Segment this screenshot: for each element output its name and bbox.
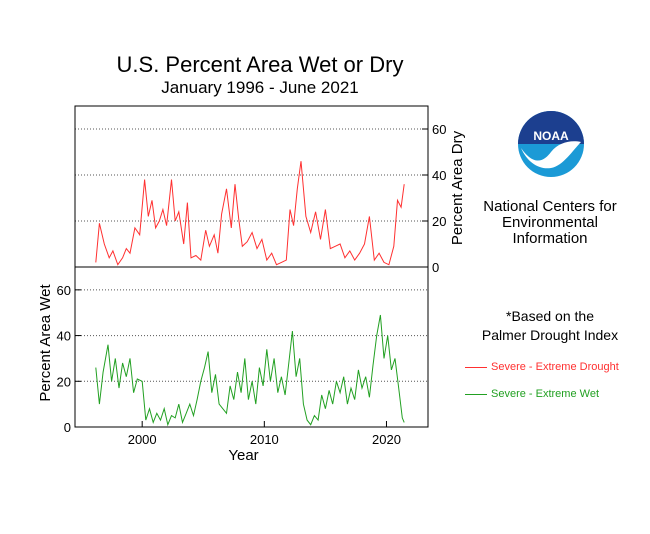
note-line-2: Palmer Drought Index [481, 327, 619, 343]
dry-ylabel: Percent Area Dry [449, 130, 466, 245]
chart-title: U.S. Percent Area Wet or Dry [116, 52, 404, 77]
dry-ytick-label: 40 [432, 168, 446, 183]
wet-plot-frame [74, 266, 429, 428]
dry-ytick-label: 20 [432, 214, 446, 229]
dry-series-line [95, 161, 405, 266]
agency-line-1: National Centers for [483, 198, 617, 215]
legend-label-wet: Severe - Extreme Wet [491, 388, 599, 400]
legend-swatch-drought [465, 366, 487, 368]
wet-ytick-label: 40 [57, 329, 71, 344]
wet-ylabel: Percent Area Wet [37, 284, 54, 402]
wet-ytick-label: 20 [57, 374, 71, 389]
agency-line-2: Environmental [502, 214, 598, 231]
legend-item-wet: Severe - Extreme Wet [465, 388, 599, 400]
legend-swatch-wet [465, 393, 487, 395]
agency-line-3: Information [512, 230, 588, 247]
legend-label-drought: Severe - Extreme Drought [491, 361, 619, 373]
wet-ytick-label: 0 [64, 420, 71, 435]
wet-xtick-label: 2000 [128, 432, 157, 447]
chart-subtitle: January 1996 - June 2021 [161, 78, 359, 97]
legend-item-drought: Severe - Extreme Drought [465, 361, 619, 373]
x-axis-label: Year [228, 447, 258, 464]
dry-ytick-label: 0 [432, 260, 439, 275]
wet-xtick-label: 2020 [372, 432, 401, 447]
dry-ytick-label: 60 [432, 122, 446, 137]
dry-plot-frame [74, 105, 429, 268]
note-line-1: *Based on the [506, 308, 594, 324]
wet-ytick-label: 60 [57, 283, 71, 298]
logo-text: NOAA [533, 129, 569, 143]
noaa-logo-icon: NOAA [518, 111, 584, 177]
wet-xtick-label: 2010 [250, 432, 279, 447]
wet-series-line [95, 314, 405, 427]
